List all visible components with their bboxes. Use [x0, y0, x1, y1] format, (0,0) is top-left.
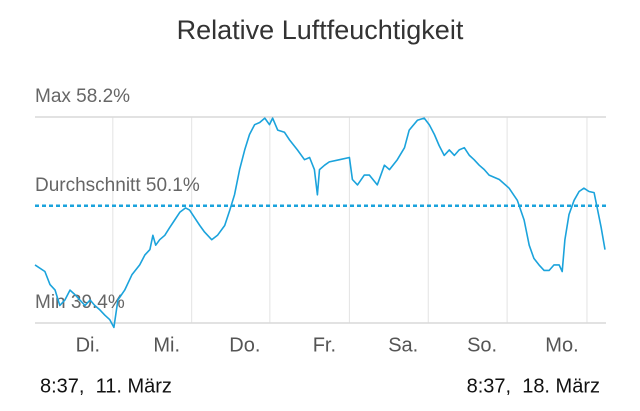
x-tick-label: Do. [229, 334, 260, 356]
x-tick-label: Mi. [153, 334, 180, 356]
chart-title: Relative Luftfeuchtigkeit [177, 15, 464, 45]
data-line [34, 117, 606, 329]
start-label: 8:37, 11. März [40, 375, 172, 397]
y-tick-label: Max 58.2% [35, 86, 130, 107]
end-label: 8:37, 18. März [467, 375, 600, 397]
x-tick-label: Di. [76, 334, 100, 356]
x-tick-label: Mo. [545, 334, 578, 356]
y-tick-label: Min 39.4% [35, 292, 125, 313]
x-tick-label: So. [467, 334, 497, 356]
x-tick-label: Sa. [388, 334, 418, 356]
x-tick-label: Fr. [313, 334, 336, 356]
y-tick-label: Durchschnitt 50.1% [35, 175, 200, 196]
